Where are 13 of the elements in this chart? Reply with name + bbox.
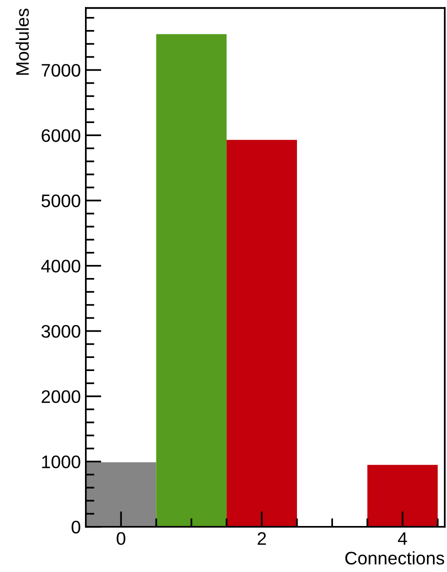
x-axis-title: Connections: [345, 551, 444, 565]
y-tick-label: 0: [72, 520, 80, 534]
x-tick-label: 0: [116, 532, 126, 545]
y-tick-label: 7000: [42, 64, 80, 77]
y-tick-label: 4000: [41, 260, 80, 272]
x-tick-label: 2: [258, 532, 266, 545]
y-tick-label: 6000: [42, 129, 80, 142]
x-tick-label: 4: [398, 532, 408, 545]
y-tick-label: 5000: [42, 194, 80, 208]
y-tick-label: 2000: [42, 390, 80, 404]
y-tick-label: 3000: [41, 324, 80, 338]
y-axis-title: Modules: [16, 8, 29, 75]
y-tick-label: 1000: [42, 455, 80, 468]
